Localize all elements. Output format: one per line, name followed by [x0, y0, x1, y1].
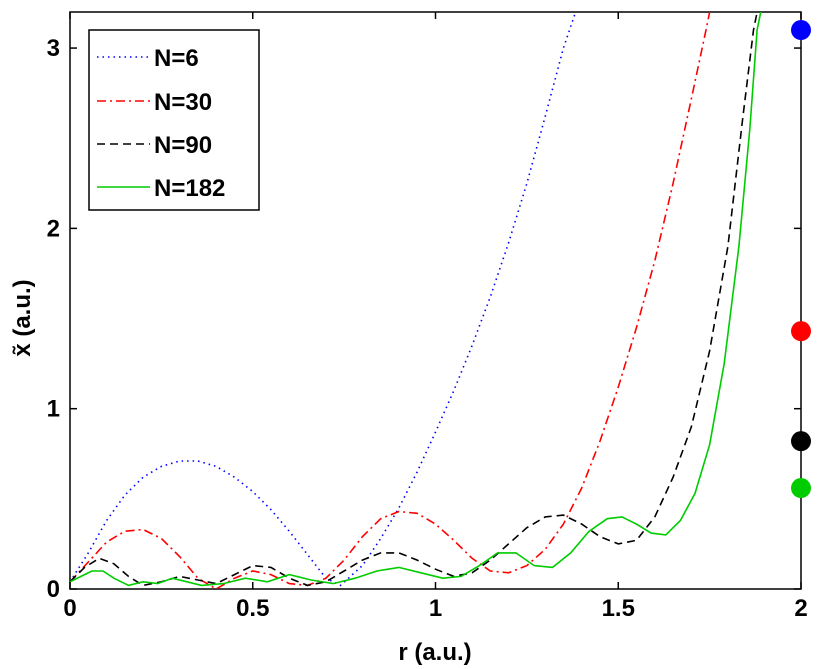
x-tick-label: 1.5: [602, 595, 635, 622]
endpoint-marker-n90: [791, 431, 811, 452]
series-line-n30: [70, 12, 711, 589]
markers-layer: [791, 20, 811, 499]
legend-box: [88, 29, 260, 211]
series-layer: [70, 12, 762, 589]
y-tick-label: 1: [47, 396, 60, 423]
y-tick-label: 2: [47, 215, 60, 242]
x-tick-label: 1: [429, 595, 442, 622]
legend-label-n90: N=90: [154, 132, 212, 159]
ticks-layer: 0 0.5 1 1.5 2 0 1 2 3: [47, 12, 808, 622]
endpoint-marker-n6: [791, 20, 811, 41]
x-tick-label: 2: [794, 595, 807, 622]
x-tick-label: 0: [63, 595, 76, 622]
y-axis-label: x̃ (a.u.): [9, 279, 36, 356]
endpoint-marker-n30: [791, 321, 811, 342]
legend-label-n30: N=30: [154, 89, 212, 116]
legend-label-n6: N=6: [154, 45, 199, 72]
series-line-n182: [70, 12, 762, 587]
legend: N=6 N=30 N=90 N=182: [88, 29, 260, 211]
y-tick-label: 0: [47, 576, 60, 603]
x-tick-label: 0.5: [236, 595, 269, 622]
y-tick-label: 3: [47, 35, 60, 62]
x-axis-label: r (a.u.): [398, 639, 471, 666]
endpoint-marker-n182: [791, 478, 811, 499]
legend-label-n182: N=182: [154, 175, 225, 202]
